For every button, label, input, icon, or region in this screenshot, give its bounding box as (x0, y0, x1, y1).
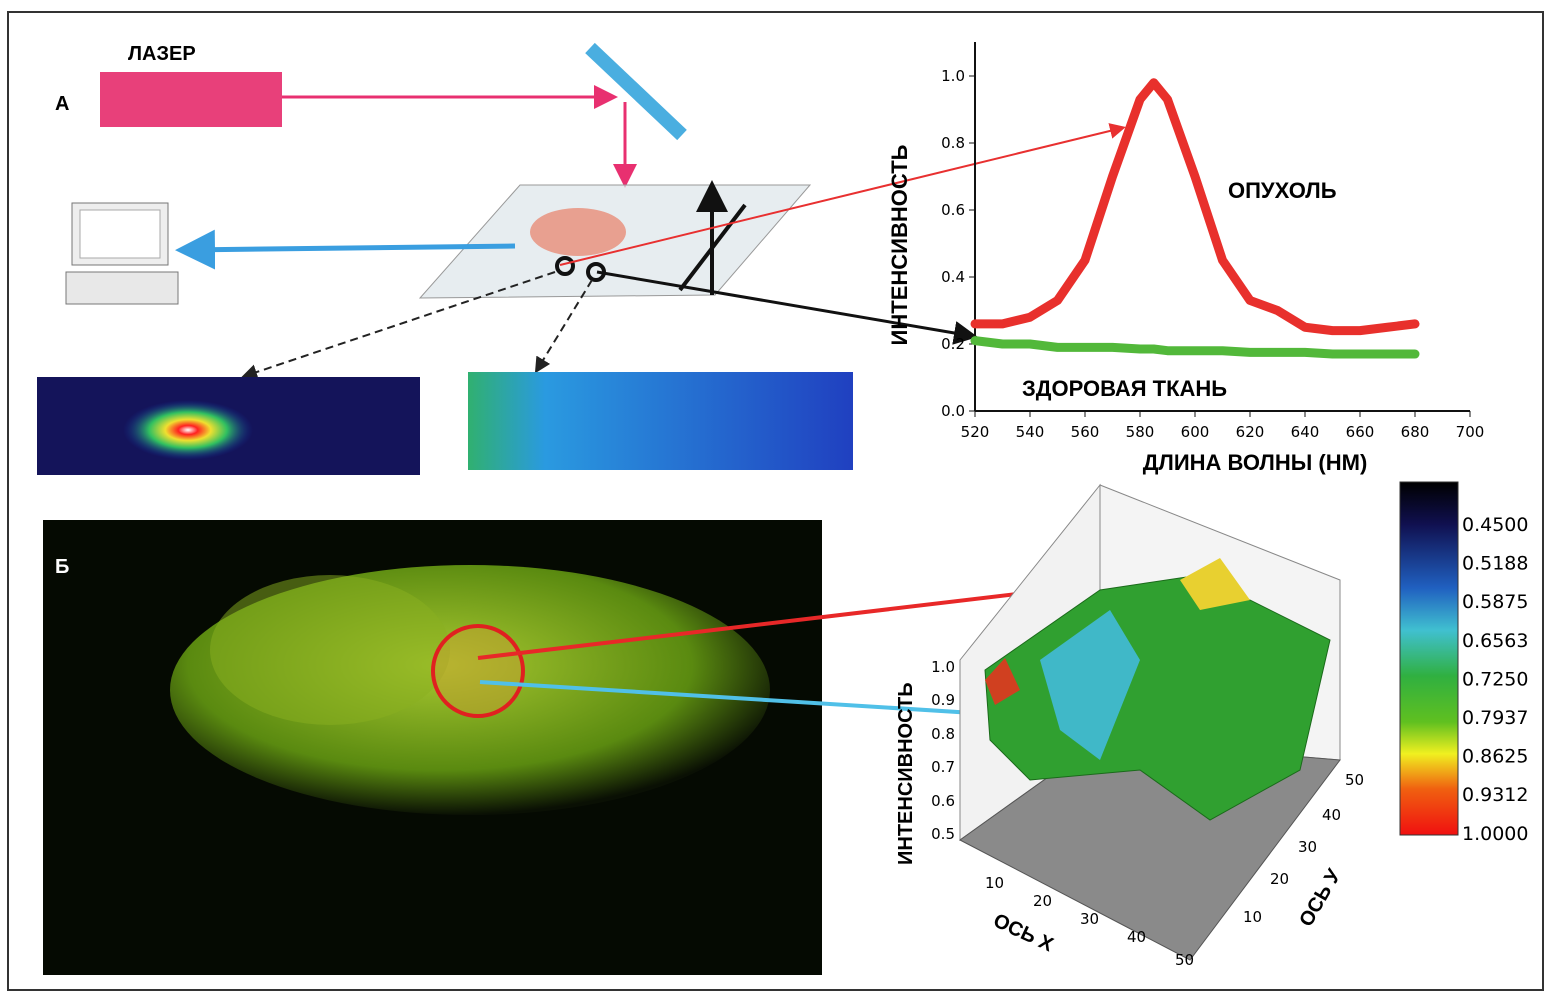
colorbar-label: 0.8625 (1462, 746, 1528, 768)
z-axis-label: ИНТЕНСИВНОСТЬ (895, 682, 917, 865)
z-tick-label: 0.7 (931, 758, 955, 776)
laser-label: ЛАЗЕР (128, 43, 196, 65)
y-tick-label: 40 (1322, 806, 1341, 824)
series-label: ЗДОРОВАЯ ТКАНЬ (1022, 376, 1227, 401)
x-tick-label: 680 (1401, 423, 1430, 441)
colorbar-label: 0.5188 (1462, 553, 1528, 575)
y-axis-label: ИНТЕНСИВНОСТЬ (887, 144, 912, 345)
z-tick-label: 0.6 (931, 792, 955, 810)
mouse-body (210, 575, 450, 725)
colorbar (1400, 482, 1458, 835)
x-tick-label: 540 (1016, 423, 1045, 441)
y-tick-label: 0.6 (941, 201, 965, 219)
colorbar-label: 1.0000 (1462, 823, 1528, 845)
y-tick-label: 0.8 (941, 134, 965, 152)
x-tick-label: 600 (1181, 423, 1210, 441)
x-tick-label: 20 (1033, 892, 1052, 910)
y-tick-label: 0.0 (941, 402, 965, 420)
y-tick-label: 1.0 (941, 67, 965, 85)
z-tick-label: 1.0 (931, 658, 955, 676)
x-tick-label: 30 (1080, 910, 1099, 928)
figure: А ЛАЗЕР 0.0 0.2 0.4 0.6 0.8 1.0 520 540 560 580 60… (0, 0, 1549, 994)
colorbar-label: 0.7937 (1462, 707, 1528, 729)
x-tick-label: 700 (1456, 423, 1485, 441)
z-tick-label: 0.8 (931, 725, 955, 743)
z-tick-label: 0.5 (931, 825, 955, 843)
x-tick-label: 560 (1071, 423, 1100, 441)
x-tick-label: 10 (985, 874, 1004, 892)
x-axis-label: ДЛИНА ВОЛНЫ (НМ) (1143, 450, 1368, 475)
y-tick-label: 0.2 (941, 335, 965, 353)
z-tick-label: 0.9 (931, 691, 955, 709)
colorbar-label: 0.4500 (1462, 514, 1528, 536)
x-tick-label: 640 (1291, 423, 1320, 441)
screen (80, 210, 160, 258)
colorbar-label: 0.9312 (1462, 784, 1528, 806)
panel-label: Б (55, 556, 69, 578)
laser (100, 72, 282, 127)
y-tick-label: 30 (1298, 838, 1317, 856)
x-tick-label: 660 (1346, 423, 1375, 441)
tumor-circle (433, 626, 523, 716)
hotspot (123, 400, 253, 460)
colorbar-labels: 0.4500 0.5188 0.5875 0.6563 0.7250 0.7937 0.86… (1462, 514, 1528, 845)
y-tick-label: 50 (1345, 771, 1364, 789)
computer (66, 272, 178, 304)
mouse (530, 208, 626, 256)
panel-label: А (55, 93, 69, 115)
x-tick-label: 520 (961, 423, 990, 441)
x-tick-label: 620 (1236, 423, 1265, 441)
colorbar-label: 0.6563 (1462, 630, 1528, 652)
page: А ЛАЗЕР 0.0 0.2 0.4 0.6 0.8 1.0 520 540 560 580 60… (0, 0, 1549, 999)
colorbar-label: 0.7250 (1462, 668, 1528, 690)
y-tick-label: 10 (1243, 908, 1262, 926)
y-tick-label: 0.4 (941, 268, 965, 286)
x-tick-label: 50 (1175, 951, 1194, 969)
heatmap-healthy (468, 372, 853, 470)
series-label: ОПУХОЛЬ (1228, 178, 1337, 203)
x-tick-label: 580 (1126, 423, 1155, 441)
y-tick-label: 20 (1270, 870, 1289, 888)
colorbar-label: 0.5875 (1462, 591, 1528, 613)
x-tick-label: 40 (1127, 928, 1146, 946)
